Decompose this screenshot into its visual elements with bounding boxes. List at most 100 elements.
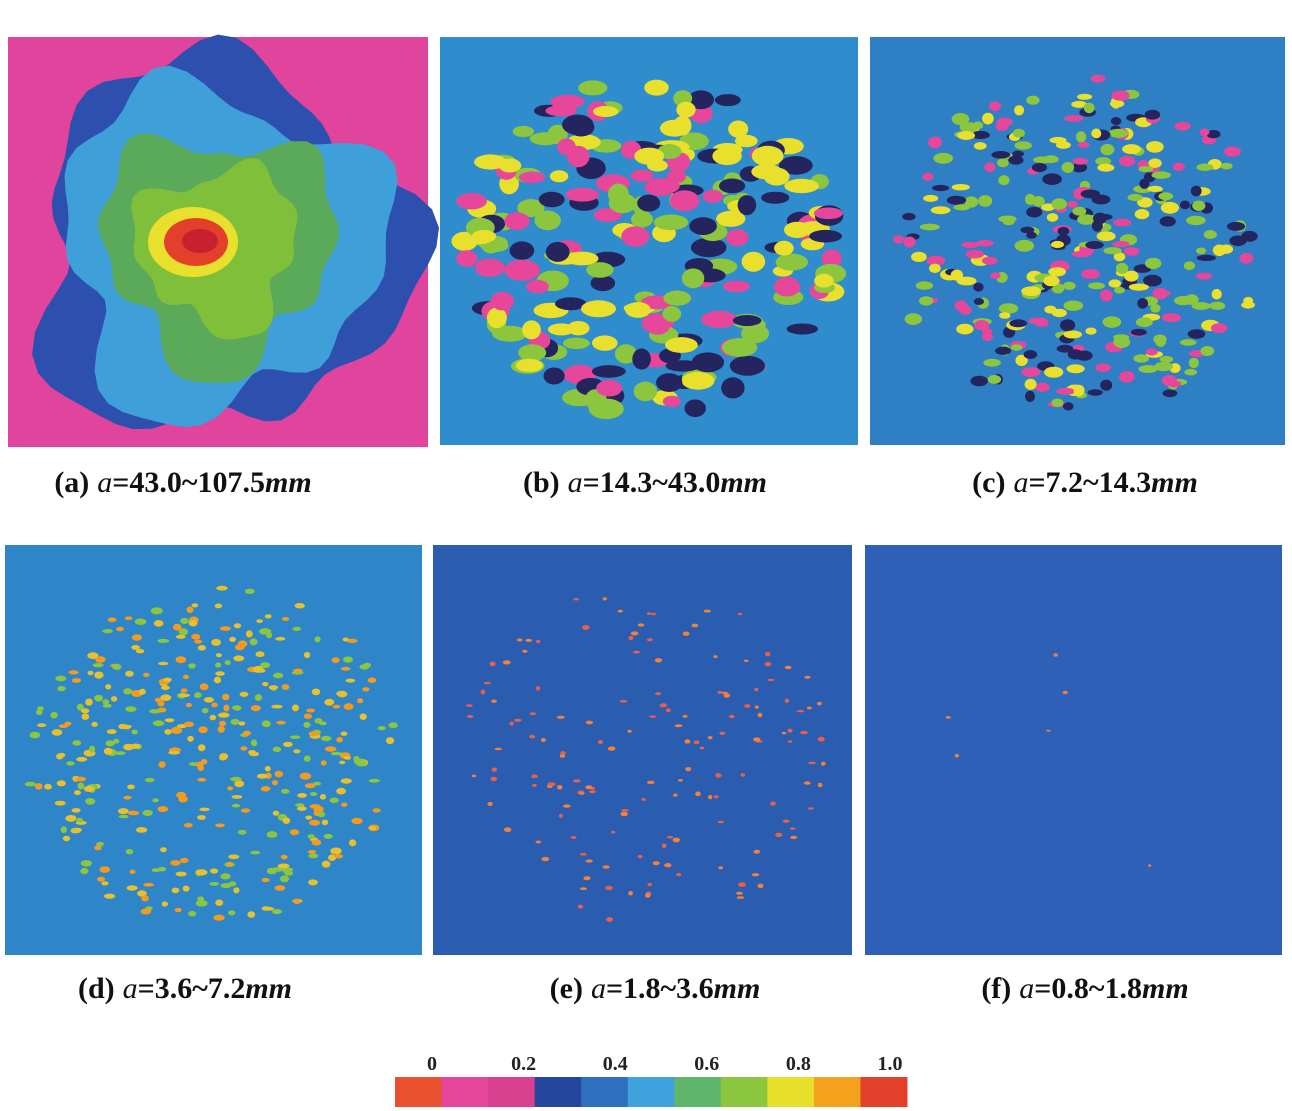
texture-spot	[956, 324, 973, 335]
texture-spot	[157, 639, 169, 643]
texture-spot	[125, 706, 136, 712]
texture-spot	[1091, 75, 1106, 83]
colorbar-segment	[860, 1077, 907, 1107]
texture-spot	[715, 94, 741, 106]
texture-spot	[1035, 383, 1050, 392]
texture-spot	[785, 699, 790, 703]
texture-spot	[295, 803, 304, 807]
texture-spot	[662, 844, 667, 849]
texture-spot	[530, 132, 561, 145]
texture-spot	[654, 215, 689, 231]
texture-spot	[691, 238, 727, 257]
texture-spot	[1111, 90, 1129, 100]
texture-spot	[81, 860, 92, 866]
texture-spot	[586, 721, 593, 725]
texture-spot	[255, 651, 264, 657]
texture-spot	[634, 382, 657, 402]
texture-spot	[552, 96, 575, 113]
texture-spot	[121, 725, 132, 729]
texture-spot	[1196, 273, 1212, 280]
texture-spot	[665, 337, 698, 353]
texture-spot	[560, 751, 565, 755]
texture-spot	[592, 335, 618, 350]
texture-spot	[344, 756, 351, 760]
texture-spot	[960, 122, 979, 132]
texture-spot	[282, 617, 289, 621]
texture-spot	[1146, 141, 1164, 153]
texture-spot	[466, 704, 473, 707]
texture-spot	[1032, 163, 1047, 172]
texture-spot	[1131, 329, 1147, 336]
texture-spot	[100, 866, 111, 873]
texture-spot	[292, 704, 299, 711]
texture-spot	[919, 296, 933, 305]
texture-spot	[977, 240, 994, 246]
texture-spot	[550, 170, 568, 182]
texture-spot	[1021, 367, 1040, 377]
texture-spot	[682, 372, 715, 390]
texture-spot	[104, 894, 115, 899]
texture-spot	[790, 827, 796, 829]
texture-spot	[251, 739, 257, 746]
texture-spot	[929, 264, 941, 273]
texture-spot	[631, 631, 639, 635]
texture-spot	[267, 868, 277, 875]
caption-variable: a	[123, 972, 138, 1005]
texture-spot	[1186, 216, 1206, 225]
caption-letter: (b)	[523, 466, 560, 499]
texture-spot	[183, 675, 189, 679]
texture-spot	[313, 806, 323, 813]
texture-spot	[290, 735, 300, 739]
caption-range: =3.6~7.2	[138, 972, 246, 1005]
texture-spot	[272, 909, 282, 914]
texture-spot	[91, 722, 97, 727]
texture-spot	[1044, 367, 1063, 378]
caption-variable: a	[1013, 466, 1028, 499]
texture-spot	[1180, 201, 1190, 210]
texture-spot	[656, 373, 682, 392]
texture-spot	[198, 645, 206, 651]
texture-spot	[782, 732, 787, 734]
texture-spot	[216, 653, 222, 657]
caption-unit: mm	[1142, 972, 1189, 1005]
texture-spot	[131, 645, 140, 650]
texture-spot	[997, 158, 1009, 167]
texture-spot	[103, 704, 112, 708]
texture-spot	[297, 806, 307, 811]
texture-spot	[72, 678, 81, 683]
texture-spot	[685, 767, 691, 771]
texture-spot	[785, 666, 792, 669]
texture-spot	[127, 785, 135, 790]
texture-spot	[321, 760, 327, 765]
texture-spot	[1173, 163, 1185, 171]
texture-spot	[240, 692, 249, 697]
texture-spot	[69, 670, 79, 674]
texture-spot	[647, 638, 653, 641]
texture-spot	[715, 773, 721, 778]
texture-spot	[179, 694, 190, 698]
texture-spot	[343, 638, 349, 642]
texture-spot	[947, 196, 966, 205]
colorbar-segment	[395, 1077, 442, 1107]
texture-spot	[663, 396, 681, 407]
colorbar-tick-label: 0.2	[511, 1053, 536, 1075]
texture-spot	[490, 661, 496, 666]
texture-spot	[1145, 110, 1161, 120]
texture-spot	[567, 146, 590, 168]
texture-spot	[997, 118, 1013, 127]
texture-spot	[123, 796, 131, 800]
texture-spot	[1100, 144, 1114, 155]
texture-spot	[723, 281, 750, 293]
texture-spot	[240, 746, 247, 750]
texture-spot	[721, 377, 744, 398]
texture-spot	[336, 737, 343, 743]
texture-spot	[234, 623, 241, 628]
texture-spot	[339, 761, 345, 765]
texture-spot	[293, 627, 302, 631]
texture-spot	[213, 915, 224, 921]
texture-spot	[210, 715, 217, 721]
texture-spot	[1072, 207, 1086, 216]
texture-spot	[59, 753, 65, 757]
texture-spot	[904, 237, 916, 248]
texture-spot	[536, 841, 542, 844]
